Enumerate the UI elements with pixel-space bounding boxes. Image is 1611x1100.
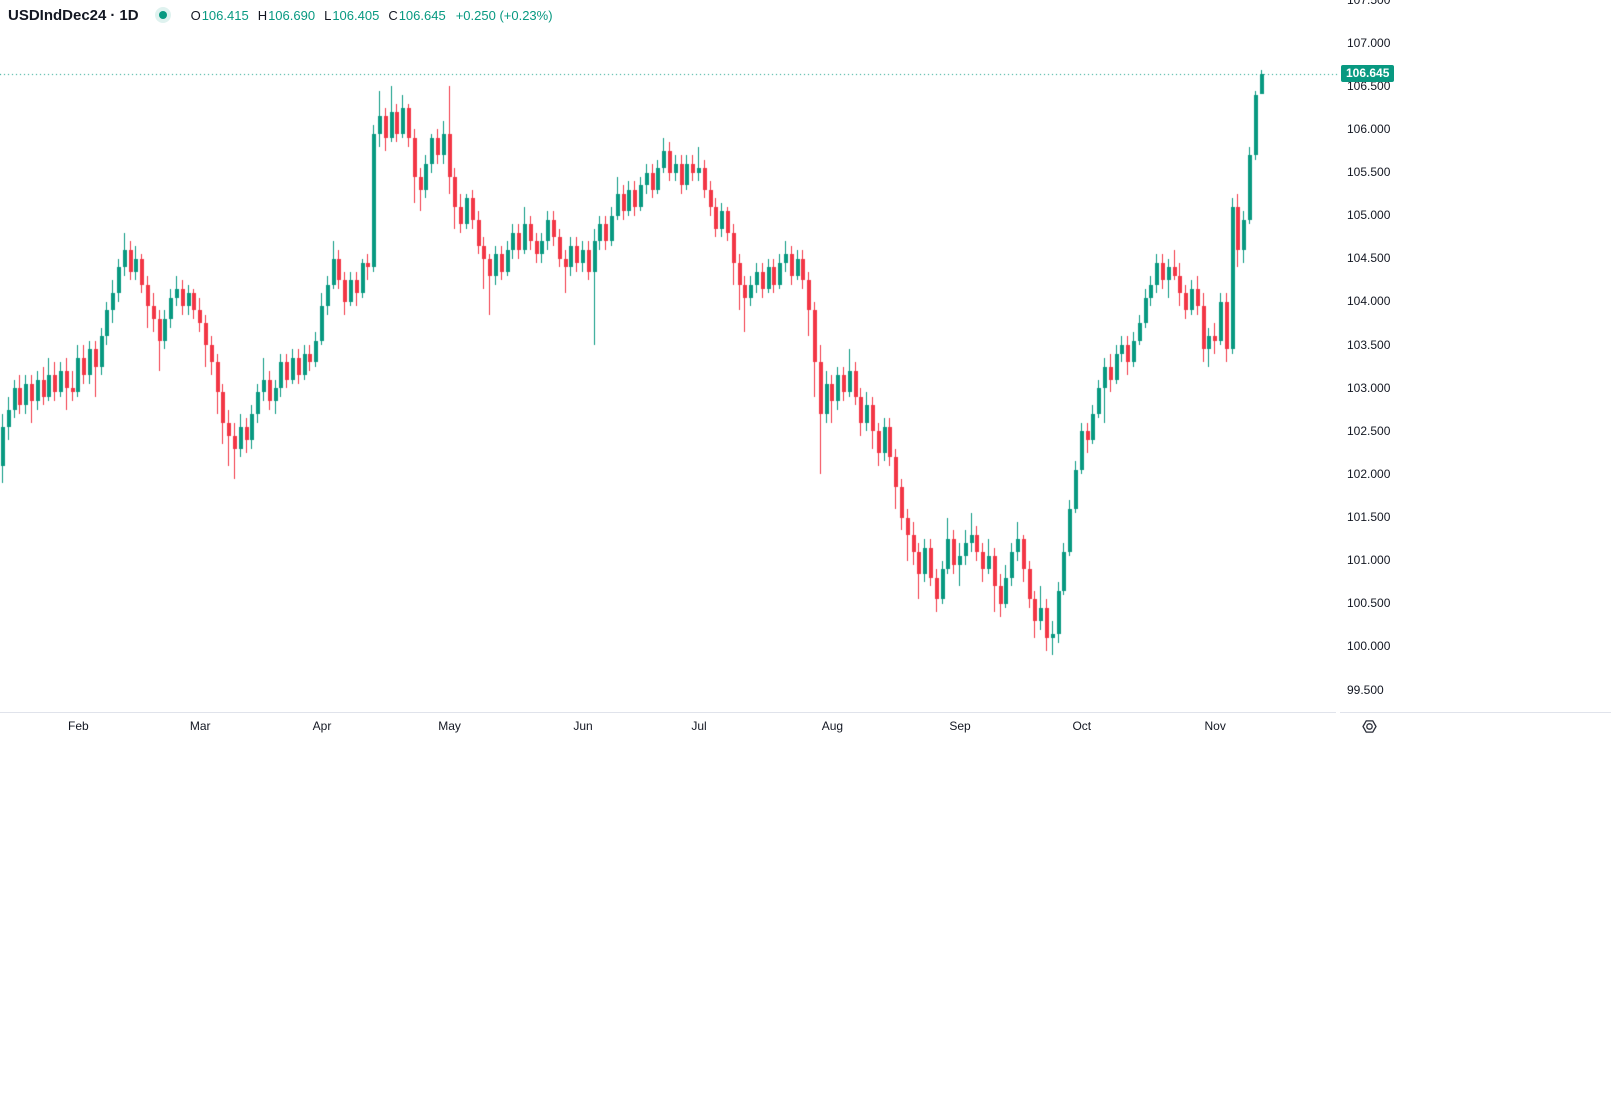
price-tick-label: 100.500: [1347, 596, 1391, 611]
price-axis[interactable]: 107.500 107.000 106.500 106.000 105.500 105.0…: [1340, 0, 1611, 712]
price-tick-label: 103.000: [1347, 380, 1391, 395]
price-tick-label: 101.500: [1347, 510, 1391, 524]
month-label-may: May: [438, 719, 461, 733]
month-label-jul: Jul: [691, 719, 707, 733]
ohlc-value-l: 106.405: [332, 7, 380, 23]
ohlc-key-h: H: [257, 7, 268, 23]
price-tick-label: 104.500: [1347, 251, 1391, 266]
price-tick-label: 100.000: [1347, 639, 1391, 654]
chart-pane[interactable]: USDIndDec24 · 1D O 106.415 H 106.690 L 106.405 C…: [0, 0, 1340, 712]
price-tick-label: 107.500: [1347, 0, 1390, 7]
month-label-oct: Oct: [1072, 719, 1092, 733]
trading-chart-window: USDIndDec24 · 1D O 106.415 H 106.690 L 106.405 C…: [0, 0, 1611, 740]
price-tick-label: 105.000: [1347, 208, 1391, 223]
interval-label: 1D: [119, 6, 139, 24]
price-tick-label: 102.500: [1347, 423, 1391, 438]
ohlc-key-c: C: [388, 7, 398, 23]
month-label-mar: Mar: [189, 719, 211, 733]
price-tick-label: 99.500: [1347, 682, 1384, 697]
time-axis-line-right: [1340, 712, 1611, 713]
month-label-nov: Nov: [1204, 719, 1226, 733]
title-separator: ·: [110, 6, 116, 24]
month-label-feb: Feb: [68, 719, 89, 733]
month-label-apr: Apr: [312, 719, 332, 733]
symbol-name: USDIndDec24: [8, 6, 107, 24]
symbol-title[interactable]: USDIndDec24 · 1D: [8, 7, 139, 24]
market-status-icon[interactable]: [154, 7, 171, 23]
month-label-aug: Aug: [821, 719, 844, 733]
price-tick-label: 106.500: [1347, 78, 1391, 93]
change-value: +0.250 (+0.23%): [455, 7, 553, 23]
ohlc-key-l: L: [324, 7, 332, 23]
price-tick-label: 106.000: [1347, 121, 1391, 136]
ohlc-value-c: 106.645: [398, 7, 446, 23]
price-tick-label: 105.500: [1347, 165, 1391, 179]
settings-gear-icon[interactable]: [1360, 717, 1379, 736]
price-tick-label: 104.000: [1347, 294, 1391, 309]
price-tick-label: 101.000: [1347, 553, 1391, 568]
symbol-header: USDIndDec24 · 1D O 106.415 H 106.690 L 106.405 C…: [8, 5, 553, 25]
candlestick-canvas[interactable]: [0, 0, 1340, 712]
ohlc-values: O 106.415 H 106.690 L 106.405 C 106.645: [191, 8, 455, 23]
price-tick-label: 107.000: [1347, 35, 1391, 50]
status-dot-core: [158, 11, 167, 19]
month-label-sep: Sep: [949, 719, 971, 733]
price-tick-label: 102.000: [1347, 466, 1391, 481]
ohlc-key-o: O: [190, 7, 201, 23]
month-label-jun: Jun: [573, 719, 593, 733]
price-tick-label: 103.500: [1347, 337, 1391, 352]
ohlc-value-o: 106.415: [201, 7, 249, 23]
ohlc-value-h: 106.690: [268, 7, 316, 23]
last-price-label: 106.645: [1341, 65, 1395, 82]
time-axis[interactable]: Feb Mar Apr May Jun Jul Aug Sep Oct Nov: [0, 713, 1611, 740]
time-axis-line: [0, 712, 1336, 713]
